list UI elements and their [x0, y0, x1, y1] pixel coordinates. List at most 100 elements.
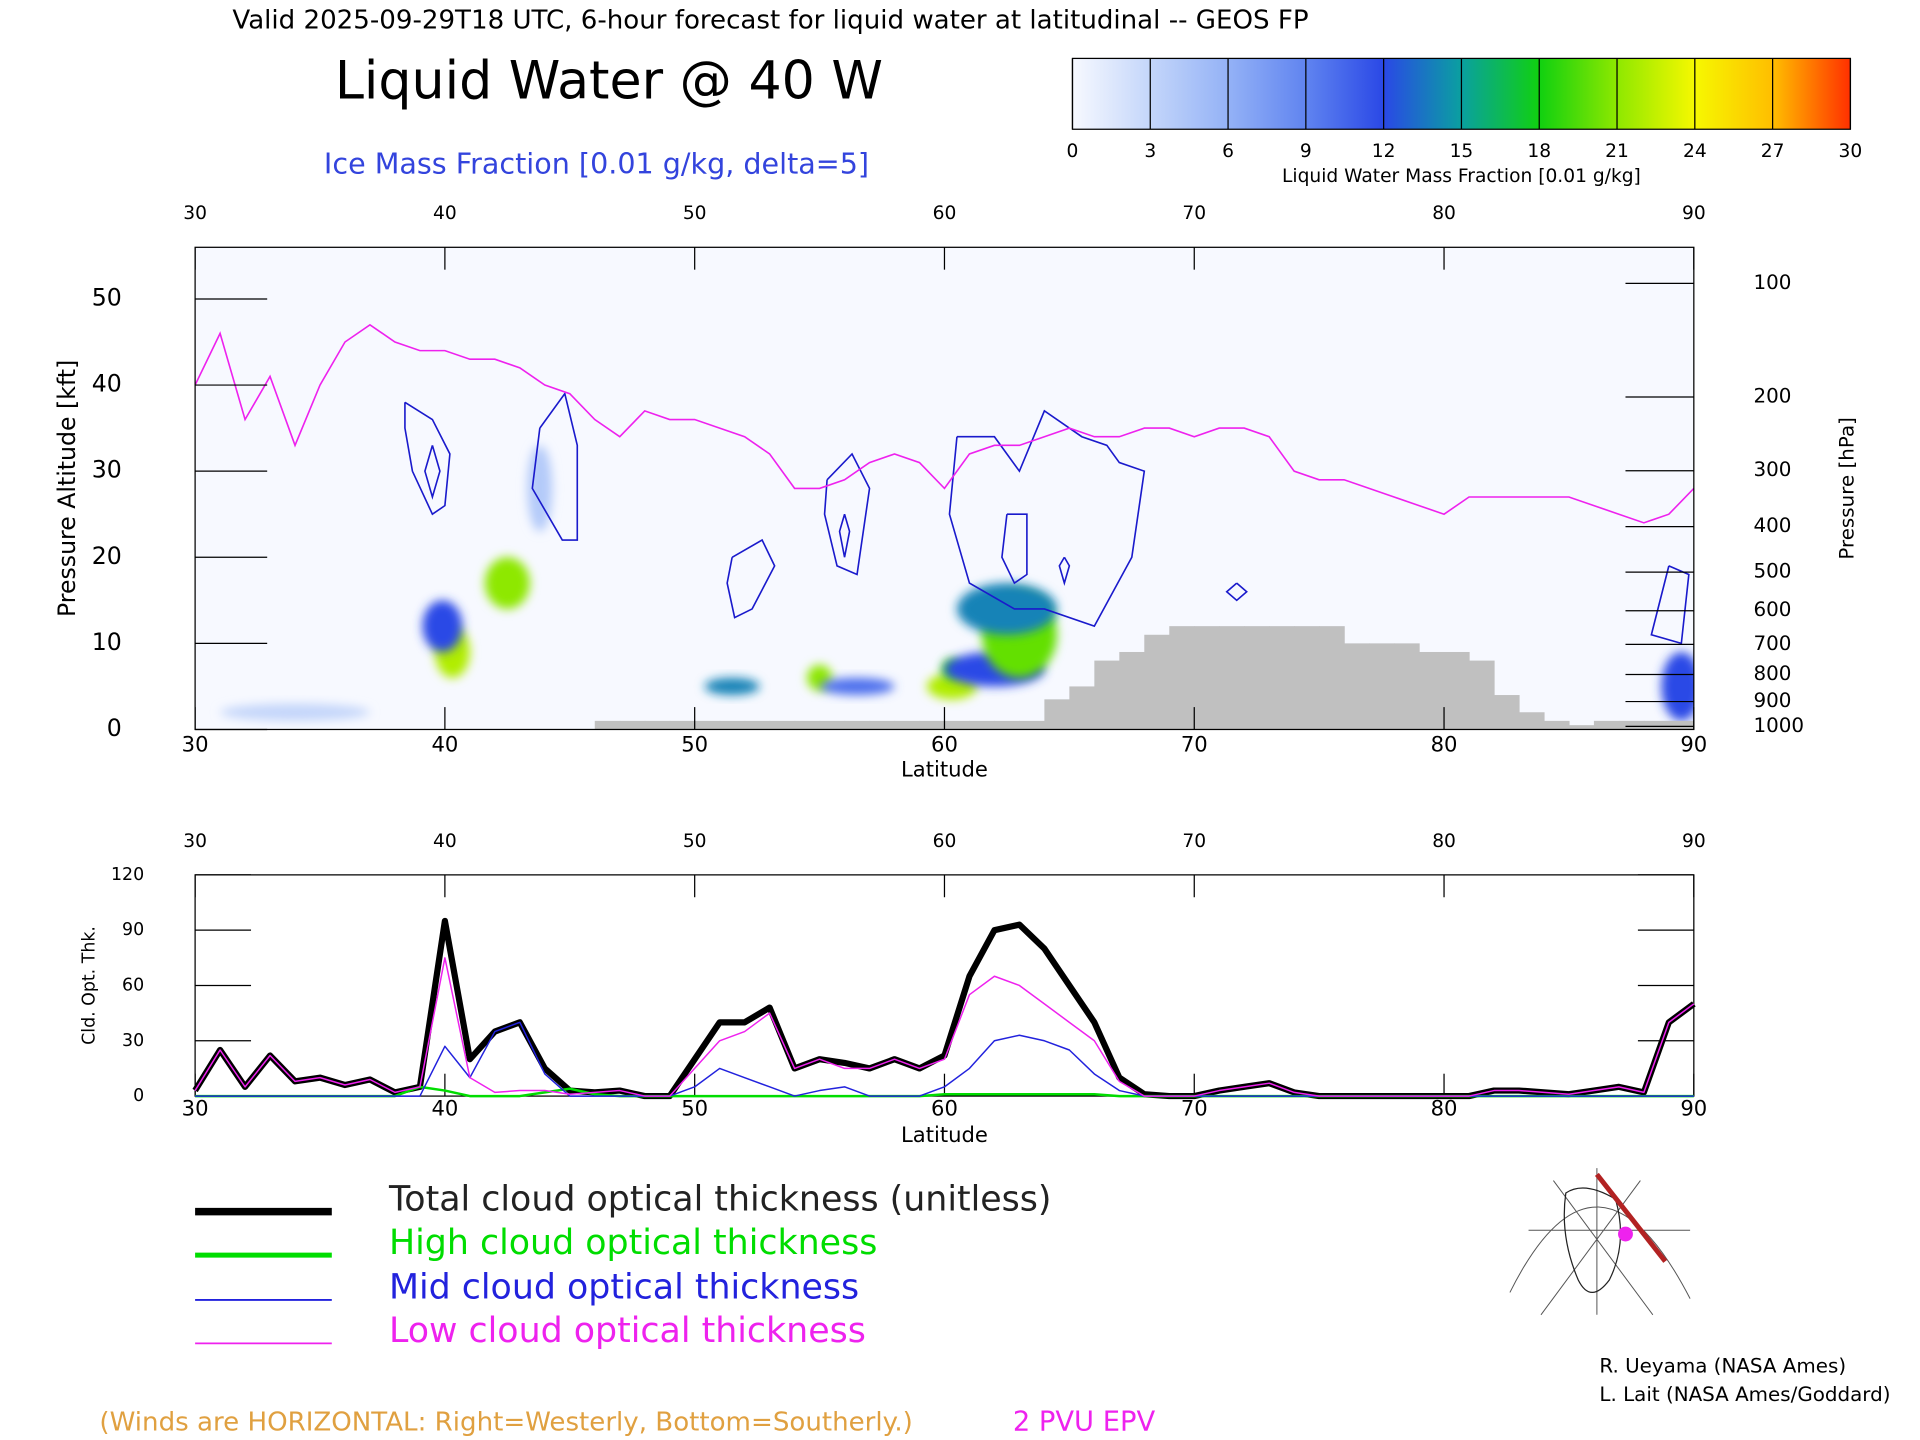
colorbar-tick-label: 21	[1605, 141, 1629, 162]
contour-label: Ice Mass Fraction [0.01 g/kg, delta=5]	[324, 146, 869, 180]
liquid-water-blob	[422, 600, 463, 652]
terrain	[1493, 695, 1520, 730]
y-tick-label: 60	[122, 975, 144, 995]
y-tick-label: 40	[92, 370, 122, 398]
colorbar-tick-label: 24	[1683, 141, 1707, 162]
x-tick-label: 60	[931, 732, 958, 757]
x-tick-label: 50	[681, 732, 708, 757]
x-tick-label: 90	[1682, 831, 1706, 852]
y-tick-label: 90	[122, 920, 144, 940]
series-line	[194, 957, 1695, 1097]
terrain	[844, 720, 871, 730]
colorbar-tick-label: 9	[1300, 141, 1312, 162]
colorbar-tick-label: 27	[1761, 141, 1785, 162]
terrain	[1144, 634, 1170, 730]
colorbar-tick-label: 3	[1144, 141, 1156, 162]
y2-tick-label: 1000	[1753, 714, 1804, 737]
terrain	[1194, 626, 1220, 730]
terrain	[1219, 626, 1245, 730]
y-tick-label: 10	[92, 628, 122, 656]
x-tick-label: 90	[1680, 1096, 1707, 1121]
x-tick-label: 40	[431, 1096, 458, 1121]
x-tick-label: 30	[183, 203, 207, 224]
y-tick-label: 30	[92, 456, 122, 484]
terrain	[1543, 720, 1570, 730]
ice-contour	[823, 452, 871, 576]
x-tick-label: 30	[182, 732, 209, 757]
terrain	[794, 720, 821, 730]
colorbar-tick-label: 18	[1527, 141, 1551, 162]
x-tick-label: 90	[1680, 732, 1707, 757]
y2-tick-label: 900	[1753, 689, 1791, 712]
x-tick-label: 70	[1182, 203, 1206, 224]
terrain	[594, 720, 621, 730]
liquid-water-blob	[956, 583, 1057, 635]
subtitle: Liquid Water @ 40 W	[335, 52, 883, 112]
colorbar-tick-label: 15	[1450, 141, 1474, 162]
terrain	[1119, 651, 1145, 730]
terrain	[1643, 720, 1670, 730]
x-tick-label: 80	[1431, 732, 1458, 757]
plot-area	[195, 323, 1694, 730]
liquid-water-blob	[704, 677, 760, 696]
x-tick-label: 80	[1432, 831, 1456, 852]
legend-label: High cloud optical thickness	[389, 1223, 877, 1263]
ice-contour	[1225, 582, 1248, 602]
colorbar-tick-label: 6	[1222, 141, 1234, 162]
liquid-water-blob	[220, 703, 370, 721]
y2-axis-label: Pressure [hPa]	[1835, 417, 1858, 560]
y2-tick-label: 300	[1753, 458, 1791, 481]
terrain	[694, 720, 721, 730]
y-tick-label: 50	[92, 283, 122, 311]
terrain	[1344, 643, 1370, 730]
terrain	[1044, 699, 1070, 730]
terrain	[1618, 720, 1645, 730]
x-tick-label: 30	[182, 1096, 209, 1121]
terrain	[1369, 643, 1395, 730]
x-tick-label: 30	[183, 831, 207, 852]
ice-contour	[404, 401, 451, 516]
colorbar-label: Liquid Water Mass Fraction [0.01 g/kg]	[1282, 166, 1641, 187]
terrain	[1244, 626, 1270, 730]
y2-tick-label: 400	[1753, 514, 1791, 537]
terrain	[969, 720, 996, 730]
terrain	[1568, 725, 1595, 730]
x-axis-label: Latitude	[901, 756, 988, 781]
terrain	[744, 720, 771, 730]
y-tick-label: 120	[111, 865, 144, 885]
x-tick-label: 40	[433, 831, 457, 852]
x-tick-label: 90	[1682, 203, 1706, 224]
x-tick-label: 70	[1181, 1096, 1208, 1121]
terrain	[944, 720, 971, 730]
ice-contour	[1001, 513, 1028, 585]
terrain	[869, 720, 896, 730]
canvas: Valid 2025-09-29T18 UTC, 6-hour forecast…	[53, 6, 1891, 1438]
map-coast	[1563, 1187, 1622, 1294]
ice-contour	[424, 445, 441, 500]
x-tick-label: 70	[1181, 732, 1208, 757]
terrain	[1444, 651, 1470, 730]
ice-contour	[726, 538, 776, 619]
terrain	[1394, 643, 1420, 730]
terrain	[1319, 626, 1345, 730]
ice-contour	[838, 513, 851, 558]
terrain	[1269, 626, 1295, 730]
epv-line	[195, 323, 1694, 524]
y2-tick-label: 500	[1753, 560, 1791, 583]
x-tick-label: 50	[683, 203, 707, 224]
x-axis-label: Latitude	[901, 1122, 988, 1147]
terrain	[619, 720, 646, 730]
y-tick-label: 0	[107, 714, 122, 742]
y-axis-label: Pressure Altitude [kft]	[53, 360, 81, 617]
terrain	[1019, 720, 1046, 730]
liquid-water-blob	[527, 445, 553, 532]
y-axis-label: Cld. Opt. Thk.	[79, 926, 99, 1045]
y2-tick-label: 600	[1753, 598, 1791, 621]
x-tick-label: 60	[931, 1096, 958, 1121]
terrain	[894, 720, 921, 730]
colorbar-tick-label: 12	[1372, 141, 1396, 162]
terrain	[644, 720, 671, 730]
y-tick-label: 30	[122, 1031, 144, 1051]
terrain	[1593, 720, 1620, 730]
